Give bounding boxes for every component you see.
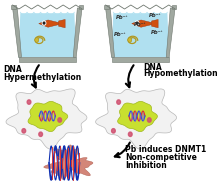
Text: DNA: DNA	[144, 63, 163, 71]
Polygon shape	[44, 145, 93, 180]
Circle shape	[35, 38, 39, 42]
Circle shape	[135, 21, 139, 25]
Polygon shape	[79, 5, 83, 9]
Circle shape	[42, 21, 46, 25]
Text: DNA: DNA	[3, 66, 22, 74]
Text: Pb induces DNMT1: Pb induces DNMT1	[125, 146, 206, 154]
Polygon shape	[106, 8, 115, 57]
Polygon shape	[111, 57, 169, 62]
Polygon shape	[152, 19, 158, 28]
Text: Hypermethylation: Hypermethylation	[3, 73, 82, 81]
Circle shape	[112, 129, 115, 133]
Text: Pb²⁺: Pb²⁺	[114, 32, 127, 36]
Circle shape	[58, 118, 61, 122]
Text: Pb²⁺: Pb²⁺	[151, 30, 163, 36]
Circle shape	[147, 118, 151, 122]
Polygon shape	[73, 8, 82, 57]
Polygon shape	[132, 20, 152, 27]
Polygon shape	[96, 89, 176, 149]
Text: Pb²⁺: Pb²⁺	[116, 15, 128, 20]
Circle shape	[128, 38, 132, 42]
Circle shape	[43, 22, 45, 24]
Polygon shape	[39, 20, 59, 27]
Circle shape	[128, 132, 132, 136]
Polygon shape	[18, 57, 76, 62]
Circle shape	[117, 100, 121, 104]
Polygon shape	[166, 8, 175, 57]
Circle shape	[27, 100, 31, 104]
Polygon shape	[13, 8, 22, 57]
Polygon shape	[172, 5, 176, 9]
Polygon shape	[28, 101, 68, 132]
Text: Hypomethylation: Hypomethylation	[144, 70, 218, 78]
Text: Pb²⁺: Pb²⁺	[149, 13, 161, 18]
Polygon shape	[59, 19, 65, 28]
Polygon shape	[6, 89, 87, 149]
Text: Non-competitive: Non-competitive	[125, 153, 197, 163]
Polygon shape	[118, 101, 157, 132]
Circle shape	[136, 22, 138, 24]
Text: Inhibition: Inhibition	[125, 161, 167, 170]
Text: Pb²⁺: Pb²⁺	[134, 22, 147, 27]
Circle shape	[22, 129, 26, 133]
Circle shape	[39, 132, 43, 136]
Polygon shape	[111, 13, 169, 57]
Polygon shape	[104, 5, 109, 9]
Polygon shape	[11, 5, 16, 9]
Polygon shape	[18, 13, 76, 57]
